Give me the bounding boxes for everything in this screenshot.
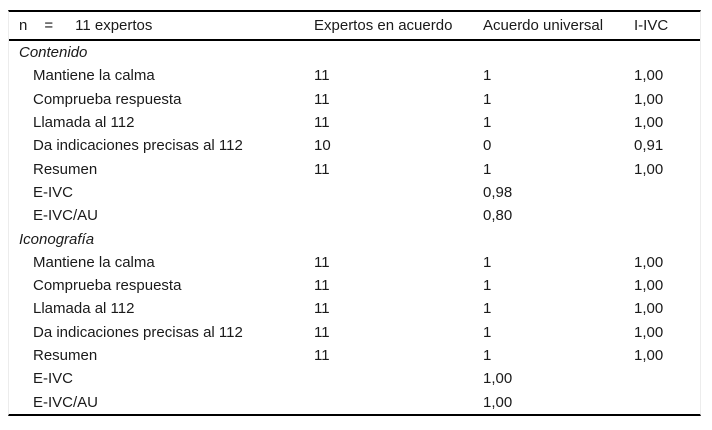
row-label: E-IVC/AU (33, 393, 99, 411)
row-label: Comprueba respuesta (33, 90, 182, 108)
cell-i-ivc: 1,00 (634, 114, 664, 132)
table-row: Da indicaciones precisas al 112 11 1 1,00 (9, 321, 700, 344)
table-body: Contenido Mantiene la calma 11 1 1,00 Comprue… (9, 41, 700, 414)
cell-acuerdo-universal: 1,00 (483, 393, 513, 411)
cell-expertos-en-acuerdo: 11 (314, 160, 330, 178)
cell-i-ivc: 1,00 (634, 347, 664, 364)
cell-expertos-en-acuerdo: 11 (314, 90, 330, 108)
section-title: Iconografía (19, 230, 95, 248)
cell-acuerdo-universal: 1 (483, 300, 492, 318)
row-label: E-IVC/AU (33, 207, 99, 225)
cell-acuerdo-universal: 0,98 (483, 183, 513, 201)
row-label: Mantiene la calma (33, 253, 155, 271)
row-label: Comprueba respuesta (33, 277, 182, 295)
cell-acuerdo-universal: 1 (483, 253, 492, 271)
table-row: E-IVC/AU 1,00 (9, 390, 700, 413)
section-title-row: Contenido (9, 41, 700, 64)
cell-i-ivc: 1,00 (634, 323, 664, 341)
cell-i-ivc: 1,00 (634, 90, 664, 108)
cell-expertos-en-acuerdo: 11 (314, 253, 330, 271)
table-row: Llamada al 112 11 1 1,00 (9, 111, 700, 134)
table-row: E-IVC 0,98 (9, 181, 700, 204)
table-header-row: n = 11 expertos Expertos en acuerdo Acuerd… (9, 12, 700, 41)
row-label: Mantiene la calma (33, 67, 155, 85)
cell-acuerdo-universal: 1 (483, 90, 492, 108)
row-label: Llamada al 112 (33, 300, 135, 318)
cell-acuerdo-universal: 0,80 (483, 207, 513, 225)
cell-expertos-en-acuerdo: 11 (314, 300, 330, 318)
cell-expertos-en-acuerdo: 11 (314, 67, 330, 85)
cell-expertos-en-acuerdo: 11 (314, 347, 330, 364)
table-row: Resumen 11 1 1,00 (9, 344, 700, 367)
table-row: E-IVC 1,00 (9, 367, 700, 390)
cell-i-ivc: 1,00 (634, 277, 664, 295)
n-label: n (19, 17, 28, 34)
cell-acuerdo-universal: 1,00 (483, 370, 513, 388)
table-row: E-IVC/AU 0,80 (9, 204, 700, 227)
table-row: Mantiene la calma 11 1 1,00 (9, 64, 700, 87)
cell-acuerdo-universal: 1 (483, 277, 492, 295)
table-row: Mantiene la calma 11 1 1,00 (9, 251, 700, 274)
table-row: Da indicaciones precisas al 112 10 0 0,91 (9, 134, 700, 157)
row-label: Resumen (33, 347, 98, 364)
cell-expertos-en-acuerdo: 11 (314, 323, 330, 341)
validity-table: n = 11 expertos Expertos en acuerdo Acuerd… (8, 10, 701, 416)
row-label: E-IVC (33, 183, 74, 201)
row-label: E-IVC (33, 370, 74, 388)
section-title-row: Iconografía (9, 227, 700, 250)
header-i-ivc: I-IVC (634, 17, 669, 34)
equals-sign: = (44, 17, 54, 34)
table-row: Comprueba respuesta 11 1 1,00 (9, 88, 700, 111)
cell-i-ivc: 0,91 (634, 137, 664, 155)
header-n-expertos: n = 11 expertos (9, 17, 314, 34)
n-value: 11 expertos (75, 17, 153, 34)
cell-acuerdo-universal: 0 (483, 137, 492, 155)
row-label: Llamada al 112 (33, 114, 135, 132)
cell-expertos-en-acuerdo: 11 (314, 277, 330, 295)
cell-i-ivc: 1,00 (634, 253, 664, 271)
cell-acuerdo-universal: 1 (483, 114, 492, 132)
cell-acuerdo-universal: 1 (483, 160, 492, 178)
table-row: Llamada al 112 11 1 1,00 (9, 297, 700, 320)
cell-acuerdo-universal: 1 (483, 67, 492, 85)
table-row: Resumen 11 1 1,00 (9, 157, 700, 180)
cell-i-ivc: 1,00 (634, 160, 664, 178)
cell-acuerdo-universal: 1 (483, 323, 492, 341)
header-acuerdo-universal: Acuerdo universal (483, 17, 604, 34)
cell-expertos-en-acuerdo: 10 (314, 137, 331, 155)
section-title: Contenido (19, 44, 88, 62)
row-label: Da indicaciones precisas al 112 (33, 137, 243, 155)
cell-expertos-en-acuerdo: 11 (314, 114, 330, 132)
cell-i-ivc: 1,00 (634, 67, 664, 85)
header-expertos-en-acuerdo: Expertos en acuerdo (314, 17, 453, 34)
cell-acuerdo-universal: 1 (483, 347, 492, 364)
row-label: Resumen (33, 160, 98, 178)
table-row: Comprueba respuesta 11 1 1,00 (9, 274, 700, 297)
row-label: Da indicaciones precisas al 112 (33, 323, 243, 341)
cell-i-ivc: 1,00 (634, 300, 664, 318)
